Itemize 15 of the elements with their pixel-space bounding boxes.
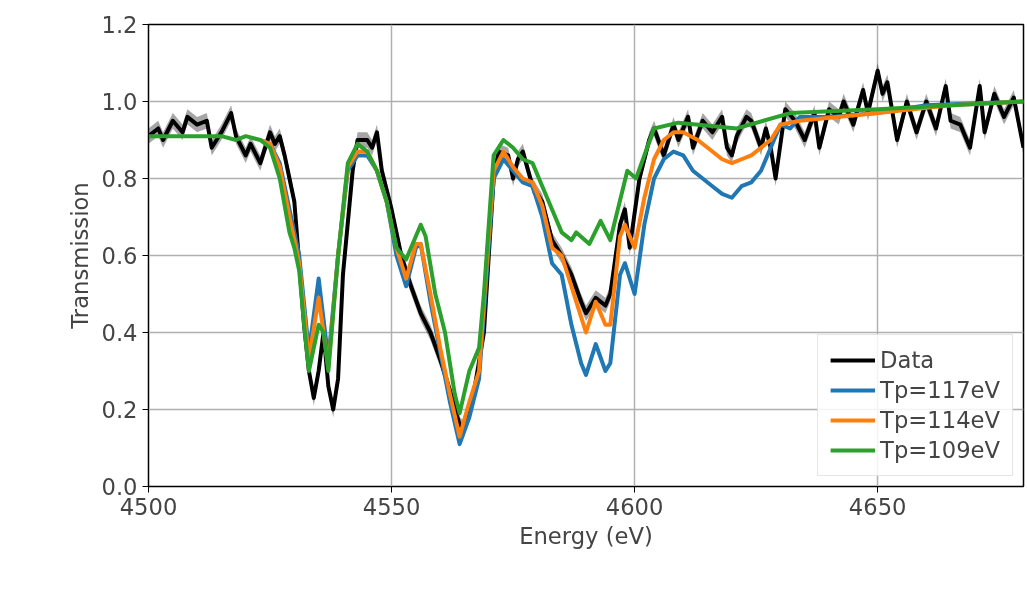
y-tick-label: 1.0 — [101, 89, 138, 115]
y-tick-label: 0.8 — [101, 166, 138, 192]
legend-label: Data — [880, 347, 935, 373]
y-tick-label: 0.4 — [101, 320, 138, 346]
legend-label: Tp=117eV — [880, 377, 1000, 403]
y-tick-label: 0.6 — [101, 243, 138, 269]
y-axis-title: Transmission — [67, 182, 94, 330]
y-tick-label: 0.2 — [101, 397, 138, 423]
legend-label: Tp=114eV — [880, 407, 1000, 433]
x-tick-label: 4650 — [848, 493, 907, 520]
y-tick-label: 1.2 — [101, 12, 138, 38]
legend-label: Tp=109eV — [880, 437, 1000, 463]
x-tick-label: 4550 — [362, 493, 421, 520]
x-tick-label: 4600 — [605, 493, 664, 520]
x-axis-title: Energy (eV) — [519, 522, 653, 549]
